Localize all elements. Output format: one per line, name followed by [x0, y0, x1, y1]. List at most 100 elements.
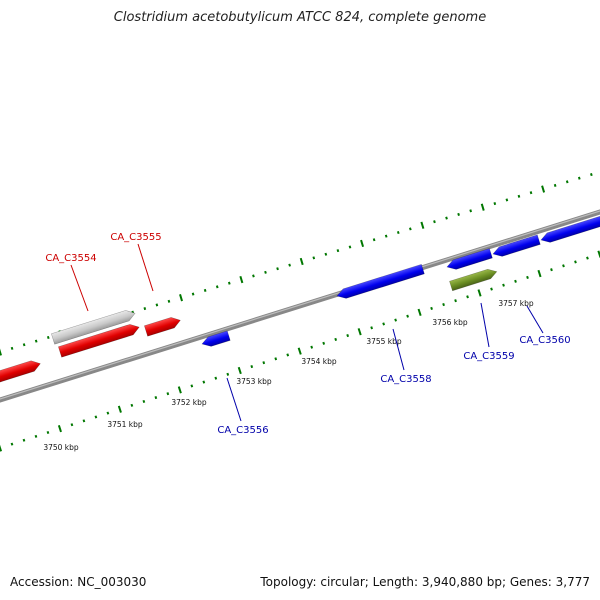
other-feature-arrow-shape [449, 269, 498, 292]
reverse-gene-arrow [201, 330, 231, 347]
feature-labels: 3750 kbp 3751 kbp 3752 kbp 3753 kbp 3754 kbp… [43, 232, 570, 452]
lower-minor-tick [574, 260, 577, 264]
upper-minor-tick [384, 234, 388, 238]
upper-minor-tick [10, 346, 14, 350]
lower-minor-tick [22, 438, 26, 442]
label-leader-line [70, 264, 89, 312]
lower-minor-tick [562, 264, 565, 268]
upper-minor-tick [517, 194, 521, 198]
forward-gene-arrow [144, 317, 181, 337]
reverse-gene-arrow [540, 213, 600, 243]
upper-minor-tick [22, 343, 26, 347]
upper-minor-tick [529, 191, 533, 195]
upper-minor-tick [191, 292, 195, 296]
upper-minor-tick [396, 230, 400, 235]
reverse-gene-label: CA_C3558 [380, 374, 431, 385]
lower-minor-tick [334, 337, 338, 342]
upper-minor-tick [264, 270, 267, 274]
forward-gene-label: CA_C3554 [45, 253, 96, 264]
upper-minor-tick [215, 285, 219, 289]
upper-minor-tick [409, 227, 412, 231]
label-leader-line [526, 305, 544, 334]
backbone-highlight [0, 210, 600, 400]
lower-minor-tick [166, 392, 170, 396]
upper-major-tick [420, 221, 425, 229]
lower-minor-tick [154, 396, 158, 400]
lower-minor-tick [442, 303, 445, 307]
lower-major-tick [597, 250, 600, 258]
lower-major-tick [237, 366, 242, 375]
reverse-tick-ring [0, 250, 600, 452]
upper-minor-tick [252, 274, 255, 278]
lower-minor-tick [106, 411, 110, 415]
reverse-gene-label: CA_C3556 [217, 425, 268, 436]
reverse-gene-label: CA_C3559 [463, 351, 514, 362]
lower-minor-tick [202, 380, 206, 384]
lower-major-tick [177, 386, 182, 394]
backbone-shadow [0, 209, 600, 403]
upper-minor-tick [590, 173, 593, 177]
upper-major-tick [179, 294, 183, 302]
upper-major-tick [0, 348, 2, 356]
upper-major-tick [480, 203, 485, 211]
tick-label: 3752 kbp [171, 398, 207, 407]
reverse-gene-arrow-shape [446, 248, 493, 270]
forward-gene-label: CA_C3555 [110, 232, 161, 243]
map-title: Clostridium acetobutylicum ATCC 824, com… [113, 10, 487, 25]
upper-minor-tick [288, 263, 291, 267]
upper-minor-tick [433, 220, 436, 224]
lower-minor-tick [514, 279, 517, 283]
upper-minor-tick [553, 183, 557, 187]
lower-minor-tick [586, 256, 589, 260]
other-feature-arrow [449, 269, 498, 292]
lower-minor-tick [10, 442, 14, 446]
lower-major-tick [477, 289, 482, 297]
lower-minor-tick [82, 419, 86, 423]
lower-minor-tick [130, 403, 134, 407]
forward-gene-arrow [0, 360, 41, 387]
upper-major-tick [541, 185, 546, 193]
reverse-gene-arrow-shape [201, 330, 231, 347]
upper-minor-tick [493, 202, 497, 206]
label-leader-line [137, 243, 154, 292]
pseudo-gene-arrow [51, 310, 136, 345]
lower-minor-tick [142, 399, 146, 404]
upper-minor-tick [324, 252, 328, 256]
lower-minor-tick [490, 287, 493, 291]
upper-minor-tick [155, 303, 159, 307]
reverse-gene-arrow-shape [336, 264, 425, 299]
upper-minor-tick [348, 245, 352, 249]
upper-minor-tick [312, 256, 316, 260]
upper-major-tick [239, 275, 244, 284]
lower-minor-tick [394, 318, 397, 322]
upper-major-tick [360, 239, 365, 248]
tick-label: 3753 kbp [236, 377, 272, 386]
backbone-line [0, 209, 600, 403]
upper-minor-tick [372, 238, 376, 242]
label-leader-line [392, 328, 405, 371]
lower-major-tick [57, 424, 62, 433]
lower-minor-tick [34, 434, 38, 438]
lower-minor-tick [214, 376, 218, 380]
upper-minor-tick [457, 212, 460, 216]
upper-major-tick [299, 257, 304, 266]
upper-minor-tick [565, 180, 569, 184]
lower-major-tick [0, 444, 3, 452]
upper-minor-tick [445, 216, 448, 220]
upper-minor-tick [143, 307, 147, 311]
lower-minor-tick [250, 365, 254, 369]
lower-minor-tick [94, 415, 98, 419]
lower-major-tick [357, 328, 362, 336]
reverse-gene-arrow-shape [540, 213, 600, 243]
lower-minor-tick [430, 306, 433, 310]
lower-major-tick [297, 347, 302, 355]
upper-minor-tick [336, 249, 340, 253]
upper-minor-tick [505, 198, 509, 202]
genome-summary-text: Topology: circular; Length: 3,940,880 bp… [260, 575, 590, 589]
forward-gene-arrow-shape [58, 324, 140, 358]
lower-minor-tick [262, 361, 266, 365]
tick-label: 3751 kbp [107, 420, 143, 429]
lower-minor-tick [502, 283, 505, 287]
gene-features [0, 213, 600, 387]
